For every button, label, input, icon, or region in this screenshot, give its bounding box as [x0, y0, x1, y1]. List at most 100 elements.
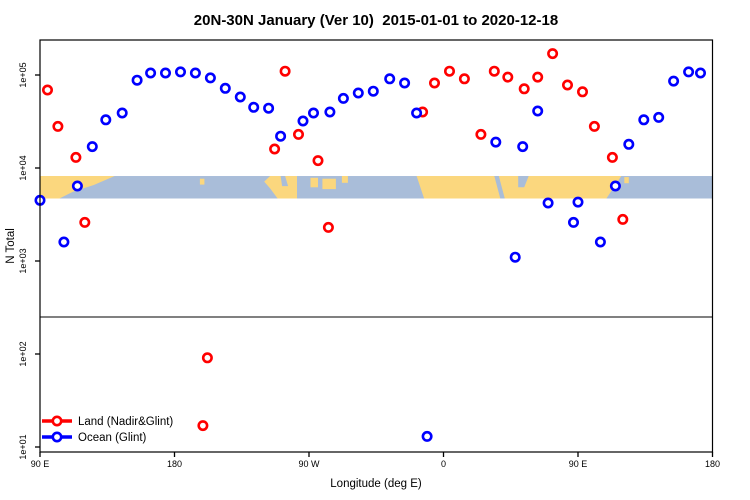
data-point-ocean — [384, 73, 396, 85]
x-tick-label: 180 — [167, 459, 182, 469]
data-point-ocean — [399, 77, 411, 89]
data-point-ocean — [175, 66, 187, 78]
data-point-ocean — [234, 91, 246, 103]
legend-land-label: Land (Nadir&Glint) — [78, 416, 173, 428]
water-shape — [280, 176, 289, 187]
data-point-land — [312, 155, 324, 167]
legend: Land (Nadir&Glint) Ocean (Glint) — [42, 415, 173, 444]
data-point-land — [502, 71, 514, 83]
data-point-ocean — [532, 105, 544, 117]
data-point-ocean — [567, 216, 579, 228]
data-point-land — [561, 79, 573, 91]
data-point-land — [79, 216, 91, 228]
x-tick-label: 180 — [705, 459, 720, 469]
x-tick-label: 90 E — [569, 459, 588, 469]
data-point-land — [279, 65, 291, 77]
data-point-ocean — [367, 85, 379, 97]
data-point-land — [518, 83, 530, 95]
data-point-ocean — [542, 197, 554, 209]
data-point-land — [292, 128, 304, 140]
y-tick-label: 1e+03 — [18, 248, 28, 273]
legend-ocean-marker-icon — [51, 431, 63, 443]
data-point-land — [322, 221, 334, 233]
data-point-ocean — [694, 67, 706, 79]
data-point-land — [269, 143, 281, 155]
data-point-ocean — [71, 180, 83, 192]
data-point-ocean — [421, 430, 433, 442]
chart-title: 20N-30N January (Ver 10) 2015-01-01 to 2… — [194, 12, 558, 29]
data-point-land — [488, 65, 500, 77]
water-shape — [494, 176, 505, 199]
data-point-ocean — [517, 141, 529, 153]
data-point-ocean — [160, 67, 172, 79]
data-point-ocean — [204, 72, 216, 84]
y-tick-label: 1e+01 — [18, 434, 28, 459]
land-shape — [199, 178, 205, 185]
data-point-land — [428, 77, 440, 89]
data-point-ocean — [668, 75, 680, 87]
data-point-land — [52, 120, 64, 132]
land-ocean-map-strip — [40, 176, 713, 199]
x-tick-label: 0 — [441, 459, 446, 469]
data-point-ocean — [86, 141, 98, 153]
land-shape — [624, 177, 629, 184]
data-point-ocean — [219, 82, 231, 94]
legend-ocean-label: Ocean (Glint) — [78, 432, 147, 444]
data-points — [34, 48, 706, 442]
data-point-ocean — [509, 251, 521, 263]
data-point-land — [617, 213, 629, 225]
data-point-land — [588, 120, 600, 132]
data-point-land — [606, 151, 618, 163]
data-point-ocean — [337, 92, 349, 104]
data-point-ocean — [275, 130, 287, 142]
data-point-ocean — [100, 114, 112, 126]
data-point-ocean — [145, 67, 157, 79]
data-point-ocean — [307, 107, 319, 119]
legend-land-marker-icon — [51, 415, 63, 427]
data-point-ocean — [623, 138, 635, 150]
data-point-ocean — [572, 196, 584, 208]
data-point-ocean — [263, 102, 275, 114]
data-point-land — [532, 71, 544, 83]
data-point-ocean — [594, 236, 606, 248]
data-point-ocean — [189, 67, 201, 79]
water-shape — [518, 176, 529, 188]
data-point-ocean — [490, 136, 502, 148]
land-shape — [264, 176, 297, 199]
data-point-land — [475, 128, 487, 140]
land-shape — [322, 178, 336, 190]
data-point-ocean — [411, 107, 423, 119]
data-point-land — [197, 420, 209, 432]
data-point-ocean — [116, 107, 128, 119]
data-point-ocean — [352, 87, 364, 99]
x-tick-label: 90 W — [298, 459, 320, 469]
data-point-land — [443, 65, 455, 77]
data-point-land — [576, 86, 588, 98]
data-point-ocean — [324, 106, 336, 118]
data-point-land — [70, 151, 82, 163]
data-point-ocean — [609, 180, 621, 192]
y-axis-title: N Total — [5, 228, 17, 264]
plot-border — [39, 39, 714, 453]
data-point-ocean — [653, 111, 665, 123]
land-shape — [341, 176, 348, 183]
data-point-ocean — [683, 66, 695, 78]
y-tick-label: 1e+02 — [18, 341, 28, 366]
data-point-land — [547, 48, 559, 60]
data-point-land — [201, 352, 213, 364]
data-point-land — [41, 84, 53, 96]
x-tick-label: 90 E — [31, 459, 50, 469]
y-tick-label: 1e+05 — [18, 62, 28, 87]
data-point-ocean — [297, 115, 309, 127]
y-tick-label: 1e+04 — [18, 155, 28, 180]
data-point-land — [458, 73, 470, 85]
axes: 90 E 180 90 W 0 90 E 180 1e+01 1e+02 1e+03 1e+04 1… — [18, 62, 720, 469]
data-point-ocean — [638, 114, 650, 126]
x-axis-title: Longitude (deg E) — [330, 478, 422, 490]
data-point-ocean — [131, 74, 143, 86]
data-point-ocean — [248, 101, 260, 113]
data-point-ocean — [58, 236, 70, 248]
land-shape — [310, 177, 318, 188]
